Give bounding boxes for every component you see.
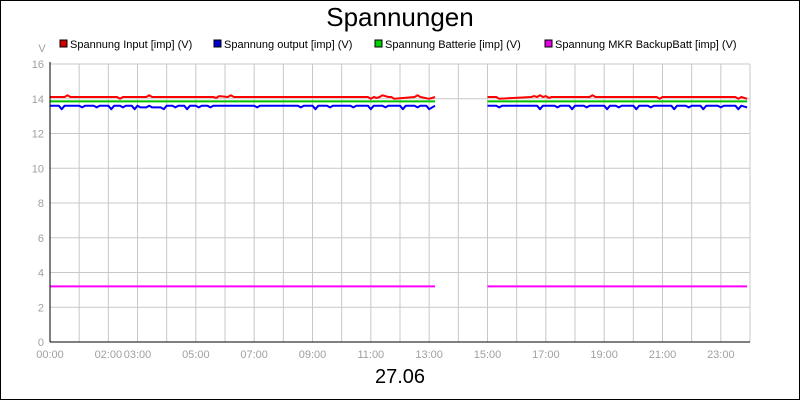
chart-title: Spannungen	[326, 2, 474, 32]
x-tick-label: 02:00	[95, 349, 123, 361]
y-tick-label: 14	[32, 94, 44, 106]
x-tick-label: 19:00	[590, 349, 618, 361]
legend-entry: Spannung Batterie [imp] (V)	[385, 39, 521, 51]
legend-marker	[374, 39, 383, 48]
grid-lines	[49, 63, 751, 343]
legend-entry: Spannung MKR BackupBatt [imp] (V)	[555, 39, 737, 51]
x-tick-label: 21:00	[649, 349, 677, 361]
legend-entry: Spannung output [imp] (V)	[224, 39, 352, 51]
y-tick-label: 0	[38, 337, 44, 349]
legend-marker	[213, 39, 222, 48]
y-tick-label: 2	[38, 302, 44, 314]
x-tick-label: 05:00	[182, 349, 210, 361]
legend-marker	[544, 39, 553, 48]
series-line-1	[50, 94, 436, 100]
axes: 0 2 4 6 8 10 12 14 16 00:00 02:00 03:00 05:00 07:00 09…	[32, 43, 750, 361]
x-tick-label: 07:00	[240, 349, 268, 361]
y-tick-label: 16	[32, 59, 44, 71]
series-line-1	[487, 94, 748, 100]
x-tick-label: 15:00	[474, 349, 502, 361]
legend-entry: Spannung Input [imp] (V)	[70, 39, 192, 51]
x-tick-label: 00:00	[36, 349, 64, 361]
y-tick-label: 10	[32, 163, 44, 175]
x-tick-label: 13:00	[415, 349, 443, 361]
x-axis-label: 27.06	[374, 366, 426, 388]
legend: Spannung Input [imp] (V) Spannung output …	[59, 39, 737, 51]
y-axis-label: V	[38, 43, 46, 55]
x-tick-label: 23:00	[707, 349, 735, 361]
x-tick-label: 03:00	[124, 349, 152, 361]
series-layer	[50, 94, 748, 288]
y-tick-label: 8	[38, 198, 44, 210]
series-line-2	[487, 104, 748, 111]
x-tick-label: 17:00	[532, 349, 560, 361]
y-tick-label: 4	[38, 268, 44, 280]
legend-marker	[59, 39, 68, 48]
y-tick-label: 12	[32, 129, 44, 141]
x-tick-label: 09:00	[299, 349, 327, 361]
x-tick-label: 11:00	[357, 349, 384, 361]
y-tick-label: 6	[38, 233, 44, 245]
series-line-2	[50, 104, 436, 111]
